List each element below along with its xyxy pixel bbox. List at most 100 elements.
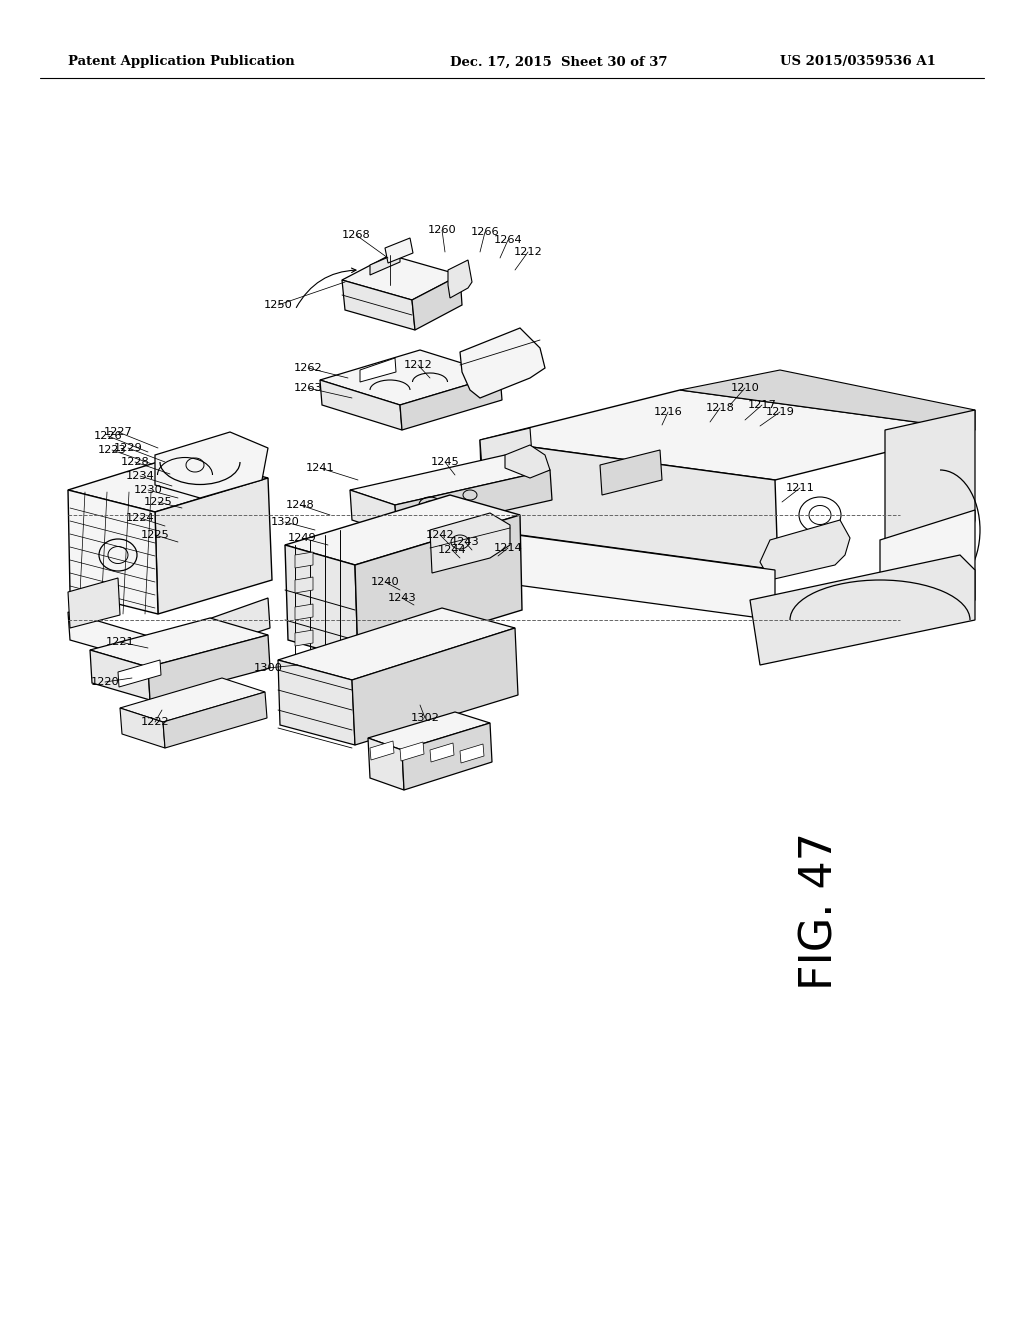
Polygon shape	[278, 660, 355, 744]
Polygon shape	[368, 711, 490, 750]
Text: 1220: 1220	[91, 677, 120, 686]
Polygon shape	[412, 275, 462, 330]
Polygon shape	[370, 741, 394, 760]
Polygon shape	[368, 738, 404, 789]
Text: 1210: 1210	[730, 383, 760, 393]
Text: 1227: 1227	[103, 426, 132, 437]
Polygon shape	[155, 598, 270, 665]
Polygon shape	[68, 490, 158, 614]
Polygon shape	[885, 411, 975, 560]
Polygon shape	[350, 455, 550, 506]
Polygon shape	[120, 708, 165, 748]
Polygon shape	[750, 554, 975, 665]
Text: 1302: 1302	[411, 713, 439, 723]
Polygon shape	[480, 440, 778, 570]
Polygon shape	[155, 432, 268, 498]
Text: 1222: 1222	[140, 717, 169, 727]
Text: 1320: 1320	[270, 517, 299, 527]
Polygon shape	[342, 255, 460, 300]
Text: US 2015/0359536 A1: US 2015/0359536 A1	[780, 55, 936, 69]
Text: 1263: 1263	[294, 383, 323, 393]
Text: 1249: 1249	[288, 533, 316, 543]
Text: Dec. 17, 2015  Sheet 30 of 37: Dec. 17, 2015 Sheet 30 of 37	[450, 55, 668, 69]
Text: 1266: 1266	[471, 227, 500, 238]
Polygon shape	[163, 692, 267, 748]
Polygon shape	[600, 450, 662, 495]
Text: 1264: 1264	[494, 235, 522, 246]
Polygon shape	[90, 618, 268, 667]
Text: Patent Application Publication: Patent Application Publication	[68, 55, 295, 69]
Text: 1230: 1230	[133, 484, 163, 495]
Polygon shape	[385, 238, 413, 263]
Polygon shape	[680, 370, 975, 430]
Text: 1211: 1211	[785, 483, 814, 492]
Polygon shape	[880, 510, 975, 630]
Polygon shape	[285, 495, 520, 565]
Text: 1223: 1223	[97, 445, 126, 455]
Text: 1248: 1248	[286, 500, 314, 510]
Polygon shape	[295, 577, 313, 593]
Text: 1268: 1268	[342, 230, 371, 240]
Polygon shape	[319, 350, 500, 405]
Text: 1242: 1242	[426, 531, 455, 540]
Polygon shape	[278, 609, 515, 680]
Polygon shape	[319, 380, 402, 430]
FancyArrowPatch shape	[296, 268, 356, 308]
Polygon shape	[360, 358, 396, 381]
Text: 1224: 1224	[126, 513, 155, 523]
Polygon shape	[68, 578, 120, 628]
Polygon shape	[480, 531, 775, 620]
Polygon shape	[355, 515, 522, 660]
Text: 1216: 1216	[653, 407, 682, 417]
Polygon shape	[68, 455, 268, 512]
Text: 1250: 1250	[263, 300, 293, 310]
Polygon shape	[120, 678, 265, 722]
Polygon shape	[352, 628, 518, 744]
Polygon shape	[402, 723, 492, 789]
Text: 1221: 1221	[105, 638, 134, 647]
Text: 1262: 1262	[294, 363, 323, 374]
Text: 1244: 1244	[437, 545, 466, 554]
Text: 1245: 1245	[431, 457, 460, 467]
Text: 1300: 1300	[254, 663, 283, 673]
Polygon shape	[460, 327, 545, 399]
Polygon shape	[68, 612, 158, 665]
Polygon shape	[480, 428, 532, 469]
Text: 1225: 1225	[140, 531, 169, 540]
Text: 1225: 1225	[143, 498, 172, 507]
Polygon shape	[285, 545, 358, 660]
Text: FIG. 47: FIG. 47	[799, 832, 842, 990]
Polygon shape	[295, 630, 313, 645]
Polygon shape	[295, 552, 313, 568]
Text: 1212: 1212	[403, 360, 432, 370]
Polygon shape	[400, 375, 502, 430]
Text: 1228: 1228	[121, 457, 150, 467]
Polygon shape	[342, 280, 415, 330]
Polygon shape	[760, 520, 850, 579]
Text: 1212: 1212	[514, 247, 543, 257]
Polygon shape	[370, 252, 400, 275]
Text: 1243: 1243	[451, 537, 479, 546]
Polygon shape	[449, 260, 472, 298]
Polygon shape	[395, 470, 552, 535]
Text: 1260: 1260	[428, 224, 457, 235]
Polygon shape	[505, 445, 550, 478]
Text: 1240: 1240	[371, 577, 399, 587]
Polygon shape	[480, 389, 975, 480]
Polygon shape	[148, 635, 270, 700]
Text: 1243: 1243	[388, 593, 417, 603]
Polygon shape	[155, 478, 272, 614]
Polygon shape	[430, 743, 454, 762]
Polygon shape	[400, 742, 424, 762]
Polygon shape	[118, 660, 161, 686]
Polygon shape	[295, 605, 313, 620]
Polygon shape	[350, 490, 397, 535]
Polygon shape	[430, 513, 510, 573]
Text: 1214: 1214	[494, 543, 522, 553]
Polygon shape	[460, 744, 484, 763]
Text: 1226: 1226	[93, 432, 122, 441]
Polygon shape	[90, 649, 150, 700]
Text: 1234: 1234	[126, 471, 155, 480]
Text: 1219: 1219	[766, 407, 795, 417]
Text: 1218: 1218	[706, 403, 734, 413]
